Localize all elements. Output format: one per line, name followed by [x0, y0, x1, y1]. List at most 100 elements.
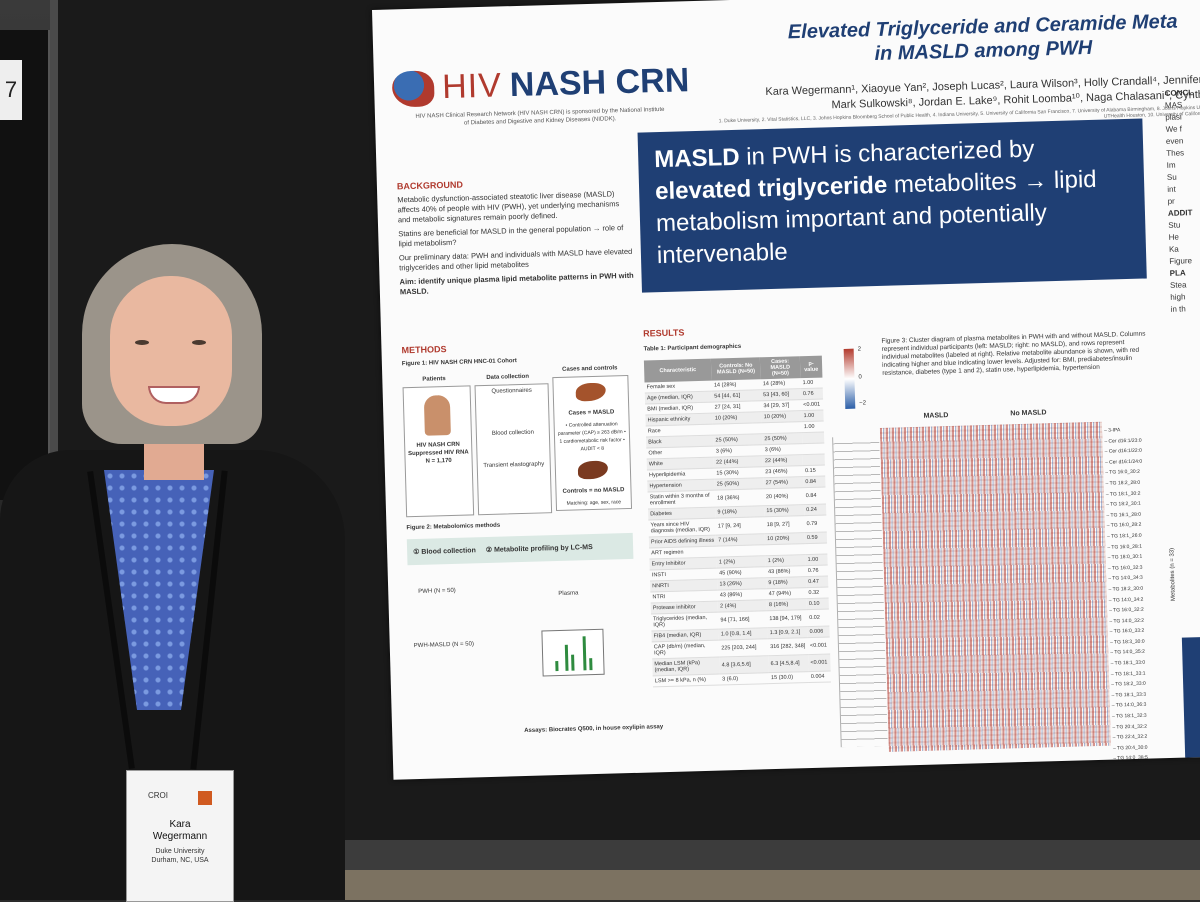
table-column-header: Cases: MASLD (N=50)	[760, 356, 801, 380]
table-cell: 1.00	[805, 553, 828, 566]
right-column-text: Figure	[1169, 256, 1193, 266]
logo-text-nash-crn: NASH CRN	[509, 61, 690, 105]
right-column-text: in th	[1170, 304, 1186, 314]
table-cell: <0.001	[801, 399, 824, 411]
right-column-text: Thes	[1166, 148, 1185, 158]
group-no-masld-label: No MASLD	[1010, 409, 1047, 418]
table-cell: 0.10	[806, 597, 829, 610]
board-number-sign: 7	[0, 60, 22, 120]
badge-emblem-icon	[198, 791, 212, 805]
metabolomics-steps: ① Blood collection ② Metabolite profilin…	[406, 532, 634, 566]
badge-affiliation: Duke University Durham, NC, USA	[127, 847, 233, 865]
badge-institution: Duke University	[155, 848, 205, 855]
right-column-text: pr	[1167, 196, 1175, 206]
table-cell: 0.006	[807, 625, 830, 638]
table-cell: 1.00	[801, 421, 824, 433]
table-column-header: Controls: No MASLD (N=50)	[711, 357, 761, 381]
table-cell: 18 (36%)	[714, 488, 765, 508]
table-cell: 18 [9, 27]	[764, 515, 805, 534]
right-column-text: PLA	[1169, 268, 1186, 278]
table-cell: 1.00	[801, 410, 824, 422]
right-column-text: Su	[1166, 172, 1177, 182]
table-column-header: p-value	[799, 355, 823, 379]
dendrogram	[832, 436, 888, 748]
banner-bold-1: MASLD	[653, 143, 740, 174]
background-list: Metabolic dysfunction-associated steatot…	[397, 189, 636, 302]
background-heading: BACKGROUND	[396, 179, 464, 192]
patient-icon	[423, 394, 451, 436]
table-cell: 316 [282, 348]	[767, 637, 809, 656]
right-column-text: CONCL	[1164, 88, 1194, 98]
table-cell: 1.00	[800, 377, 823, 389]
step-blood-collection: ① Blood collection	[413, 547, 476, 557]
table-cell: Median LSM (kPa) (median, IQR)	[652, 657, 721, 676]
data-item: Blood collection	[491, 429, 534, 437]
badge-name: Kara Wegermann	[127, 819, 233, 843]
right-column-text: int	[1167, 184, 1176, 194]
table-cell	[805, 543, 828, 555]
right-column-text: He	[1168, 232, 1180, 242]
table-cell: 0.47	[806, 575, 829, 588]
heatmap-group-labels: MASLD No MASLD	[923, 409, 1046, 419]
pwh-group-label: PWH (N = 50)	[418, 587, 456, 595]
legend-tick: 2	[857, 346, 862, 353]
data-item: Questionnaires	[491, 387, 532, 395]
figure-1-label: Figure 1: HIV NASH CRN HNC-01 Cohort	[401, 358, 517, 368]
pwh-masld-group-label: PWH-MASLD (N = 50)	[413, 641, 475, 650]
badge-logos: CROI	[127, 791, 233, 805]
floor	[345, 870, 1200, 900]
col-data-collection: Data collection	[486, 373, 530, 381]
data-item: Transient elastography	[483, 461, 545, 470]
plasma-label: Plasma	[558, 590, 579, 598]
table-cell: CAP (db/m) (median, IQR)	[651, 640, 720, 659]
right-column-text: Ka	[1168, 244, 1179, 254]
right-column-text: We f	[1165, 124, 1183, 134]
table-cell: Triglycerides (median, IQR)	[650, 612, 719, 631]
right-column-text: ADDIT	[1167, 208, 1193, 218]
banner-text-1: in PWH is characterized by	[739, 135, 1035, 171]
table-cell: 15 (30.0)	[768, 671, 809, 684]
right-column-text: plasi	[1165, 112, 1182, 122]
right-column-text: Stu	[1168, 220, 1181, 230]
table-cell	[802, 454, 825, 466]
cases-controls-box: Cases = MASLD • Controlled attenuation p…	[552, 374, 633, 512]
presenter-eye	[135, 340, 149, 345]
cases-criteria: • Controlled attenuation parameter (CAP)…	[557, 421, 626, 453]
group-masld-label: MASLD	[923, 412, 949, 420]
badge-location: Durham, NC, USA	[151, 857, 209, 864]
table-cell: 4.8 [3.6,5.6]	[719, 655, 769, 675]
table-body: Female sex 14 (28%) 14 (28%) 1.00 Age (media…	[644, 377, 831, 687]
sponsor-note: HIV NASH Clinical Research Network (HIV …	[415, 106, 665, 127]
table-cell: 0.84	[803, 487, 826, 505]
table-cell: 138 [94, 179]	[767, 609, 808, 628]
badge-last-name: Wegermann	[152, 831, 208, 842]
legend-tick: −2	[859, 400, 867, 407]
table-cell: 225 [203, 244]	[719, 638, 769, 658]
background-bullet: Statins are beneficial for MASLD in the …	[398, 223, 624, 249]
patients-box: HIV NASH CRN Suppressed HIV RNA N = 1,17…	[402, 385, 475, 518]
table-cell: 0.76	[800, 388, 824, 400]
metabolite-labels: – 3-IPA – Cer d16:1/23:0– Cer d16:1/22:0–…	[1104, 424, 1174, 775]
table-cell: 0.79	[804, 515, 827, 533]
heatmap-color-legend	[843, 348, 856, 409]
table-column-header: Characteristic	[643, 358, 712, 383]
table-cell	[802, 443, 825, 455]
assays-note: Assays: Biocrates Q500, in house oxylipi…	[524, 724, 664, 735]
right-column-text: Im	[1166, 160, 1176, 170]
table-cell: 0.24	[804, 504, 827, 516]
figure-2-label: Figure 2: Metabolomics methods	[406, 522, 501, 532]
poster-title: Elevated Triglyceride and Ceramide Meta …	[742, 8, 1200, 69]
matching-text: Matching: age, sex, race	[566, 499, 622, 507]
logo-text-hiv: HIV	[441, 66, 503, 107]
liver-logo-icon	[391, 69, 435, 107]
heatmap-axis-label: Metabolites (n = 33)	[1169, 547, 1177, 602]
table-cell: LSM >= 8 kPa, n (%)	[652, 674, 721, 687]
table-cell: 0.15	[802, 465, 826, 477]
methods-heading: METHODS	[401, 344, 447, 356]
right-column-text: MAS	[1164, 100, 1183, 110]
hiv-nash-crn-logo: HIV NASH CRN	[391, 61, 690, 108]
right-column-text: even	[1165, 136, 1184, 146]
table-cell: 3 (6.0)	[720, 672, 770, 686]
table-cell: 0.76	[805, 564, 828, 577]
table-cell: 0.84	[803, 476, 826, 488]
